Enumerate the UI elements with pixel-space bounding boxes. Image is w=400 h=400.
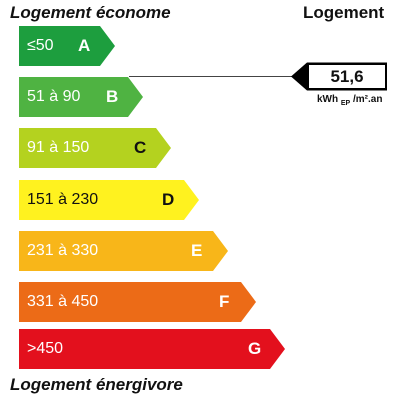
class-bar-c-arrow <box>19 128 171 168</box>
class-bar-d: 151 à 230 D <box>19 180 199 220</box>
header-dwelling-label: Logement <box>303 3 385 22</box>
class-bar-c: 91 à 150 C <box>19 128 171 168</box>
marker-arrow <box>291 62 387 91</box>
class-bar-g: >450 G <box>19 329 285 369</box>
class-b-shape <box>19 77 143 117</box>
header-economical-label: Logement économe <box>10 3 171 22</box>
class-bar-b: 51 à 90 B <box>19 77 143 117</box>
class-e-range: 231 à 330 <box>27 242 99 259</box>
class-e-shape <box>19 231 228 271</box>
class-bar-a-arrow <box>19 26 115 66</box>
class-g-range: >450 <box>27 340 64 357</box>
class-c-range: 91 à 150 <box>27 139 90 156</box>
class-bar-f: 331 à 450 F <box>19 282 256 322</box>
class-c-letter: C <box>134 138 147 157</box>
class-bar-e-arrow <box>19 231 228 271</box>
class-f-shape <box>19 282 256 322</box>
class-c-shape <box>19 128 171 168</box>
class-g-letter: G <box>248 339 262 358</box>
class-b-letter: B <box>106 87 119 106</box>
class-bar-e: 231 à 330 E <box>19 231 228 271</box>
class-a-shape <box>19 26 115 66</box>
class-d-range: 151 à 230 <box>27 191 99 208</box>
class-bar-f-arrow <box>19 282 256 322</box>
unit-rest: /m².an <box>353 94 383 105</box>
class-g-shape <box>19 329 285 369</box>
class-bar-a: ≤50 A <box>19 26 115 66</box>
class-b-range: 51 à 90 <box>27 88 81 105</box>
class-bar-b-arrow <box>19 77 143 117</box>
class-e-letter: E <box>191 241 203 260</box>
class-bar-d-arrow <box>19 180 199 220</box>
class-d-letter: D <box>162 190 175 209</box>
class-d-shape <box>19 180 199 220</box>
unit-subscript: EP <box>340 100 351 107</box>
indicator-line <box>129 76 293 77</box>
class-a-range: ≤50 <box>27 37 54 54</box>
consumption-unit: kWh EP /m².an <box>317 94 382 107</box>
unit-main: kWh <box>317 94 339 105</box>
class-bar-g-arrow <box>19 329 285 369</box>
consumption-value: 51,6 <box>330 67 364 86</box>
footer-energy-intensive-label: Logement énergivore <box>10 375 183 394</box>
class-a-letter: A <box>78 36 91 55</box>
class-f-letter: F <box>219 292 230 311</box>
class-f-range: 331 à 450 <box>27 293 99 310</box>
